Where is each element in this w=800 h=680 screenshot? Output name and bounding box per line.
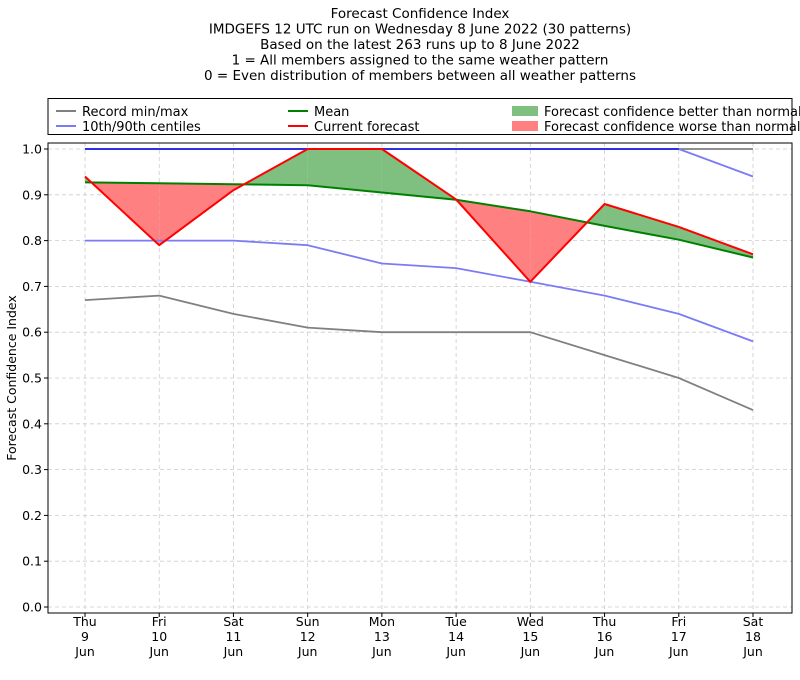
y-tick-label-3: 0.3: [22, 462, 42, 477]
title-line-2: Based on the latest 263 runs up to 8 Jun…: [260, 37, 580, 53]
x-tick-label-line: Fri: [152, 614, 167, 629]
y-tick-label-5: 0.5: [22, 371, 42, 386]
x-tick-label-line: Jun: [223, 644, 244, 659]
x-tick-label-line: 12: [300, 629, 316, 644]
x-tick-label-line: Jun: [297, 644, 318, 659]
x-tick-label-line: Jun: [594, 644, 615, 659]
legend-label-worse: Forecast confidence worse than normal: [544, 120, 800, 135]
x-tick-label-line: Thu: [592, 614, 616, 629]
x-tick-label-line: Jun: [74, 644, 95, 659]
x-tick-label-line: 10: [151, 629, 167, 644]
legend-label-better: Forecast confidence better than normal: [544, 105, 800, 120]
legend: Record min/max Mean Forecast confidence be…: [48, 99, 800, 136]
legend-label-current: Current forecast: [314, 120, 420, 135]
x-tick-label-line: 18: [745, 629, 761, 644]
plot-area: [48, 143, 792, 613]
title-line-4: 0 = Even distribution of members between…: [204, 68, 636, 84]
legend-label-centiles: 10th/90th centiles: [82, 120, 201, 135]
legend-label-record: Record min/max: [82, 105, 189, 120]
y-tick-label-0: 0.0: [22, 600, 42, 615]
y-tick-label-2: 0.2: [22, 508, 42, 523]
y-tick-label-1: 0.1: [22, 554, 42, 569]
x-tick-label-line: Sat: [223, 614, 244, 629]
x-tick-label-line: Jun: [148, 644, 169, 659]
x-tick-label-line: Tue: [444, 614, 467, 629]
title-line-1: IMDGEFS 12 UTC run on Wednesday 8 June 2…: [209, 22, 631, 38]
x-tick-label-line: Jun: [668, 644, 689, 659]
x-tick-label-line: 9: [81, 629, 89, 644]
x-tick-label-line: 16: [597, 629, 613, 644]
x-tick-label-line: Wed: [517, 614, 544, 629]
x-tick-label-line: 15: [522, 629, 538, 644]
y-tick-label-8: 0.8: [22, 233, 42, 248]
legend-swatch-better: [512, 106, 538, 116]
x-tick-label-line: 17: [671, 629, 687, 644]
x-tick-label-line: Mon: [369, 614, 395, 629]
y-tick-label-7: 0.7: [22, 279, 42, 294]
title-line-0: Forecast Confidence Index: [331, 6, 510, 22]
x-tick-label-line: Jun: [445, 644, 466, 659]
x-tick-label-line: Sat: [743, 614, 764, 629]
x-tick-label-line: 11: [225, 629, 241, 644]
title-line-3: 1 = All members assigned to the same wea…: [232, 53, 609, 69]
legend-swatch-worse: [512, 121, 538, 131]
x-tick-label-line: Fri: [671, 614, 686, 629]
x-tick-label-line: 13: [374, 629, 390, 644]
x-tick-label-line: 14: [448, 629, 464, 644]
y-axis-label: Forecast Confidence Index: [4, 295, 19, 461]
y-tick-label-4: 0.4: [22, 416, 42, 431]
x-tick-label-line: Jun: [742, 644, 763, 659]
x-tick-label-line: Thu: [72, 614, 96, 629]
legend-label-mean: Mean: [314, 105, 349, 120]
y-tick-label-6: 0.6: [22, 325, 42, 340]
y-tick-label-9: 0.9: [22, 187, 42, 202]
x-tick-label-line: Sun: [296, 614, 320, 629]
x-tick-label-line: Jun: [371, 644, 392, 659]
y-tick-label-10: 1.0: [22, 142, 42, 157]
x-tick-label-line: Jun: [520, 644, 541, 659]
